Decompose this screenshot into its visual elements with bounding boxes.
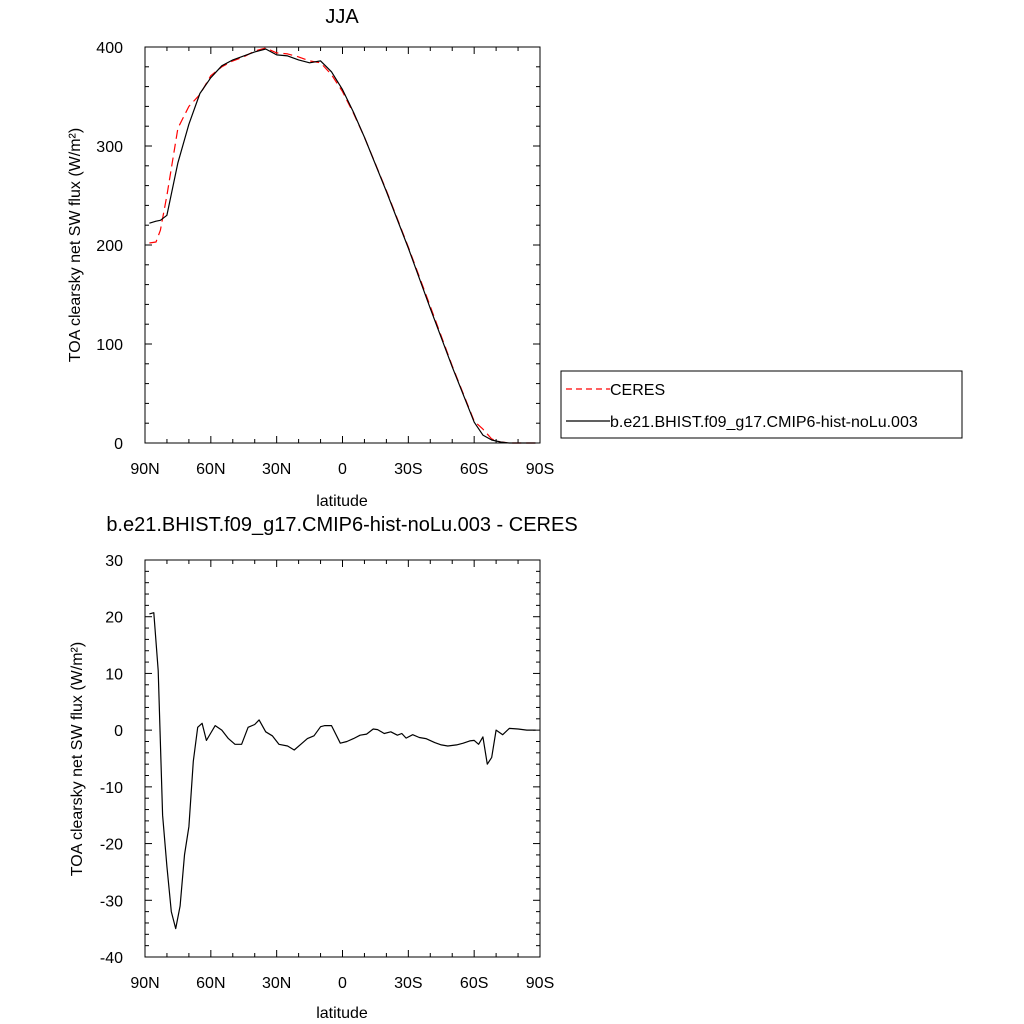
bottom-x-tick-label: 60S: [460, 975, 488, 992]
bottom-y-tick-label: 10: [105, 666, 123, 683]
top-x-tick-label: 90N: [130, 461, 159, 478]
top-series-lines: [149, 47, 536, 444]
top-y-tick-label: 400: [96, 40, 123, 57]
bottom-x-tick-label: 30S: [394, 975, 422, 992]
bottom-y-tick-label: -20: [100, 837, 123, 854]
bottom-y-tick-label: -10: [100, 780, 123, 797]
legend-ceres-label: CERES: [610, 382, 665, 399]
legend: CERES b.e21.BHIST.f09_g17.CMIP6-hist-noL…: [560, 370, 963, 439]
bottom-x-tick-label: 0: [338, 975, 347, 992]
bottom-y-tick-label: 0: [114, 723, 123, 740]
bottom-x-tick-label: 30N: [262, 975, 291, 992]
bottom-x-axis-label: latitude: [316, 1005, 368, 1022]
bottom-x-tick-label: 90N: [130, 975, 159, 992]
bottom-y-tick-labels: -40 -30 -20 -10 0 10 20 30: [100, 553, 123, 967]
bottom-x-tick-labels: 90N 60N 30N 0 30S 60S 90S: [130, 975, 554, 992]
top-chart-title: JJA: [325, 6, 359, 28]
bottom-y-axis-label: TOA clearsky net SW flux (W/m²): [69, 642, 86, 876]
top-x-axis-label: latitude: [316, 493, 368, 510]
top-series-line-ceres: [149, 47, 536, 444]
top-panel: JJA 90N 60N 30N 0 30S 60S 90S 0 100 200 300 400 la…: [67, 6, 963, 510]
top-y-axis-label: TOA clearsky net SW flux (W/m²): [67, 128, 84, 362]
top-x-tick-labels: 90N 60N 30N 0 30S 60S 90S: [130, 461, 554, 478]
top-x-tick-label: 30S: [394, 461, 422, 478]
bottom-x-tick-label: 90S: [526, 975, 554, 992]
top-x-tick-label: 30N: [262, 461, 291, 478]
bottom-plot-frame: [144, 559, 541, 958]
bottom-x-tick-label: 60N: [196, 975, 225, 992]
top-y-tick-labels: 0 100 200 300 400: [96, 40, 123, 453]
top-y-tick-label: 300: [96, 139, 123, 156]
top-x-tick-label: 90S: [526, 461, 554, 478]
top-series-line-b-e21-bhist-f09-g17-cmip6-hist-nolu-003: [149, 48, 536, 444]
top-axis-ticks: [144, 46, 541, 444]
top-y-tick-label: 200: [96, 238, 123, 255]
top-x-tick-label: 0: [338, 461, 347, 478]
bottom-y-tick-label: -40: [100, 950, 123, 967]
top-x-tick-label: 60N: [196, 461, 225, 478]
bottom-y-tick-label: 30: [105, 553, 123, 570]
bottom-panel: b.e21.BHIST.f09_g17.CMIP6-hist-noLu.003 …: [69, 514, 578, 1022]
top-plot-frame: [144, 46, 541, 444]
bottom-series-line-diff-0: [149, 612, 536, 930]
legend-model-label: b.e21.BHIST.f09_g17.CMIP6-hist-noLu.003: [610, 414, 918, 431]
bottom-series-lines: [149, 612, 536, 930]
bottom-axis-ticks: [144, 559, 541, 958]
bottom-chart-title: b.e21.BHIST.f09_g17.CMIP6-hist-noLu.003 …: [106, 514, 577, 536]
bottom-y-tick-label: -30: [100, 893, 123, 910]
top-x-tick-label: 60S: [460, 461, 488, 478]
legend-box: [560, 370, 963, 439]
top-y-tick-label: 100: [96, 337, 123, 354]
top-y-tick-label: 0: [114, 436, 123, 453]
bottom-y-tick-label: 20: [105, 610, 123, 627]
